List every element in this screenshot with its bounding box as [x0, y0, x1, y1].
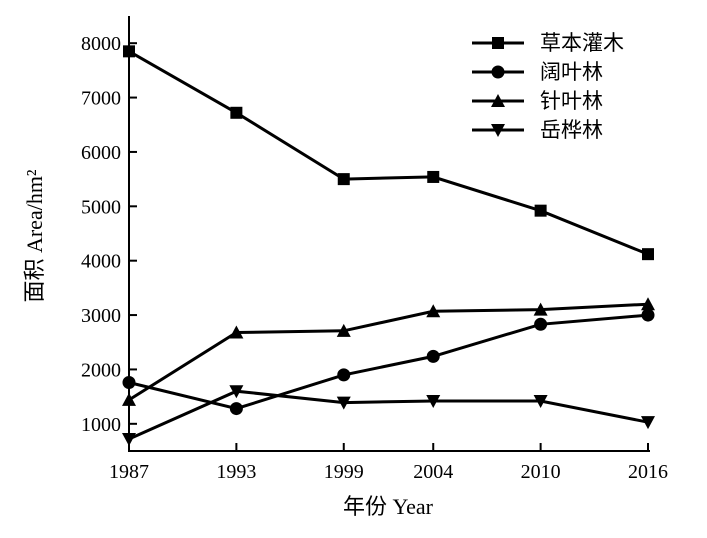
data-point-triangle-up — [426, 304, 441, 318]
legend-marker-square — [492, 37, 504, 49]
data-point-circle — [641, 308, 655, 322]
data-point-triangle-up — [641, 297, 655, 311]
series-circle — [122, 308, 655, 416]
data-point-circle — [426, 349, 440, 363]
data-point-square — [230, 106, 243, 119]
y-tick-label: 5000 — [81, 196, 121, 218]
data-point-square — [337, 173, 350, 186]
x-axis-title: 年份 Year — [343, 494, 434, 519]
x-tick-label: 2004 — [413, 461, 453, 483]
data-point-triangle-down — [533, 394, 548, 408]
x-tick-label: 1999 — [324, 461, 364, 483]
y-tick-label: 4000 — [81, 251, 121, 273]
legend-label: 阔叶林 — [540, 60, 603, 84]
data-point-triangle-down — [426, 394, 441, 408]
legend-label: 岳桦林 — [540, 118, 603, 142]
y-tick-label: 3000 — [81, 305, 121, 327]
y-ticks: 1000 2000 3000 4000 5000 6000 7000 8000 — [81, 33, 137, 436]
series-line — [128, 313, 649, 411]
data-point-triangle-up — [533, 302, 548, 316]
series-group — [122, 45, 655, 447]
data-point-triangle-down — [336, 396, 351, 410]
x-tick-label: 1987 — [109, 461, 149, 483]
data-point-circle — [534, 317, 548, 331]
legend-label: 草本灌木 — [540, 31, 624, 55]
data-point-triangle-up — [336, 323, 351, 337]
series-triangle-down — [122, 385, 655, 447]
x-ticks: 1987 1993 1999 2004 2010 2016 — [109, 443, 668, 483]
data-point-circle — [337, 368, 351, 382]
series-square — [123, 45, 654, 261]
legend-label: 针叶林 — [540, 89, 603, 113]
x-tick-label: 2010 — [521, 461, 561, 483]
y-tick-label: 7000 — [81, 88, 121, 110]
y-tick-label: 8000 — [81, 33, 121, 55]
legend-marker-circle — [491, 65, 505, 79]
data-point-circle — [229, 402, 243, 416]
legend-item: 阔叶林 — [472, 60, 603, 84]
data-point-triangle-up — [229, 325, 244, 339]
legend-item: 草本灌木 — [472, 31, 624, 55]
data-point-triangle-down — [122, 433, 136, 447]
data-point-square — [642, 248, 654, 261]
y-tick-label: 6000 — [81, 142, 121, 164]
data-point-square — [534, 204, 547, 217]
data-point-triangle-down — [229, 385, 244, 399]
series-line — [128, 389, 649, 441]
legend-item: 针叶林 — [472, 89, 603, 113]
series-line — [128, 302, 649, 402]
data-point-square — [123, 45, 135, 58]
legend-item: 岳桦林 — [472, 118, 603, 142]
series-line — [128, 49, 649, 256]
x-tick-label: 2016 — [628, 461, 668, 483]
y-tick-label: 1000 — [81, 414, 121, 436]
y-axis-title: 面积 Area/hm² — [22, 169, 47, 302]
y-tick-label: 2000 — [81, 359, 121, 381]
series-triangle-up — [122, 297, 655, 406]
data-point-triangle-down — [641, 416, 655, 430]
legend-marker-triangle-down — [491, 124, 505, 137]
data-point-square — [427, 170, 440, 183]
legend-marker-triangle-up — [491, 94, 505, 107]
data-point-circle — [122, 375, 136, 389]
x-tick-label: 1993 — [216, 461, 256, 483]
data-point-triangle-up — [122, 392, 136, 406]
